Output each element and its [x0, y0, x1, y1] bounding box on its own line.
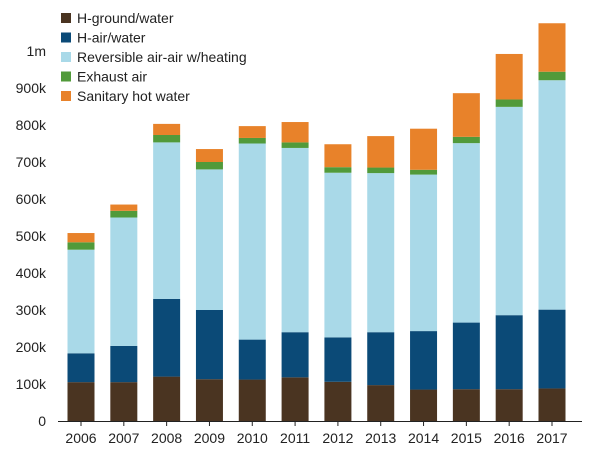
bar-segment-2009-2 [195, 169, 223, 310]
x-tick-label: 2007 [108, 430, 139, 446]
bar-segment-2017-2 [538, 80, 566, 310]
bar-segment-2006-1 [67, 353, 95, 383]
bar-segment-2013-4 [367, 136, 395, 168]
bar-segment-2014-0 [410, 389, 438, 421]
bar-segment-2016-3 [495, 99, 523, 107]
legend-label: Exhaust air [77, 69, 147, 85]
legend-label: H-ground/water [77, 10, 174, 26]
legend-swatch [61, 91, 71, 101]
bar-segment-2011-1 [281, 332, 309, 378]
bar-segment-2015-3 [452, 136, 480, 144]
y-tick-label: 0 [38, 413, 46, 429]
x-tick-label: 2006 [65, 430, 96, 446]
x-tick-label: 2012 [322, 430, 353, 446]
y-tick-label: 200k [16, 339, 47, 355]
x-tick-label: 2013 [365, 430, 396, 446]
y-tick-label: 300k [16, 302, 47, 318]
bar-segment-2013-2 [367, 173, 395, 333]
bar-segment-2017-3 [538, 71, 566, 81]
x-tick-label: 2015 [451, 430, 482, 446]
y-tick-label: 1m [27, 43, 46, 59]
bar-segment-2006-0 [67, 382, 95, 421]
y-tick-label: 600k [16, 191, 47, 207]
bar-segment-2006-2 [67, 249, 95, 354]
bar-segment-2016-4 [495, 53, 523, 100]
bar-segment-2008-0 [153, 376, 181, 421]
bar-segment-2015-4 [452, 93, 480, 137]
bar-segment-2007-3 [110, 210, 138, 218]
bar-segment-2009-3 [195, 162, 223, 170]
bar-segment-2010-0 [238, 379, 266, 421]
legend-label: Sanitary hot water [77, 88, 190, 104]
bar-segment-2016-2 [495, 106, 523, 316]
bar-segment-2017-0 [538, 388, 566, 421]
bar-segment-2016-1 [495, 315, 523, 390]
bar-segment-2012-1 [324, 337, 352, 382]
legend-label: Reversible air-air w/heating [77, 49, 247, 65]
bar-segment-2009-0 [195, 379, 223, 421]
legend: H-ground/water H-air/water Reversible air-… [61, 10, 247, 104]
bar-segment-2007-0 [110, 382, 138, 421]
bar-segment-2008-1 [153, 298, 181, 377]
x-tick-label: 2017 [536, 430, 567, 446]
bar-segment-2009-4 [195, 149, 223, 162]
legend-swatch [61, 32, 71, 43]
bar-segment-2012-2 [324, 172, 352, 338]
bars-layer [67, 23, 566, 421]
bar-segment-2008-4 [153, 123, 181, 135]
bar-segment-2010-3 [238, 137, 266, 144]
x-tick-label: 2011 [280, 430, 310, 446]
bar-segment-2014-4 [410, 128, 438, 170]
bar-segment-2010-4 [238, 126, 266, 138]
bar-segment-2016-0 [495, 389, 523, 421]
bar-segment-2007-4 [110, 204, 138, 211]
bar-segment-2010-1 [238, 339, 266, 380]
bar-segment-2006-4 [67, 233, 95, 243]
bar-segment-2009-1 [195, 310, 223, 380]
x-tick-label: 2016 [494, 430, 525, 446]
legend-swatch [61, 71, 71, 82]
bar-segment-2013-0 [367, 385, 395, 421]
bar-segment-2013-1 [367, 332, 395, 386]
x-tick-label: 2008 [151, 430, 182, 446]
bar-segment-2011-4 [281, 122, 309, 143]
bar-segment-2006-3 [67, 242, 95, 250]
x-tick-label: 2010 [237, 430, 268, 446]
bar-segment-2011-0 [281, 377, 309, 421]
bar-segment-2008-2 [153, 142, 181, 299]
legend-swatch [61, 13, 71, 23]
y-axis-ticks: 0 100k 200k 300k 400k 500k 600k 700k 800k 900k 1m [16, 43, 47, 429]
bar-segment-2007-2 [110, 217, 138, 346]
bar-segment-2015-1 [452, 322, 480, 390]
bar-segment-2012-0 [324, 381, 352, 421]
y-tick-label: 900k [16, 80, 47, 96]
bar-segment-2011-3 [281, 142, 309, 148]
bar-segment-2008-3 [153, 134, 181, 143]
bar-segment-2015-2 [452, 143, 480, 323]
bar-segment-2017-4 [538, 23, 566, 72]
y-tick-label: 800k [16, 117, 47, 133]
bar-segment-2012-3 [324, 167, 352, 173]
x-tick-label: 2014 [408, 430, 439, 446]
legend-label: H-air/water [77, 30, 146, 46]
x-axis-ticks: 2006 2007 2008 2009 2010 2011 2012 2013 2014 2015… [65, 421, 568, 446]
y-tick-label: 700k [16, 154, 47, 170]
y-tick-label: 100k [16, 376, 47, 392]
bar-segment-2014-3 [410, 169, 438, 175]
bar-segment-2014-2 [410, 174, 438, 332]
bar-segment-2007-1 [110, 345, 138, 383]
x-tick-label: 2009 [194, 430, 225, 446]
bar-segment-2012-4 [324, 144, 352, 168]
bar-segment-2010-2 [238, 143, 266, 340]
bar-segment-2013-3 [367, 167, 395, 174]
bar-segment-2017-1 [538, 309, 566, 389]
y-tick-label: 500k [16, 228, 47, 244]
y-tick-label: 400k [16, 265, 47, 281]
legend-swatch [61, 52, 71, 62]
bar-segment-2014-1 [410, 331, 438, 390]
bar-segment-2011-2 [281, 147, 309, 333]
bar-segment-2015-0 [452, 389, 480, 421]
